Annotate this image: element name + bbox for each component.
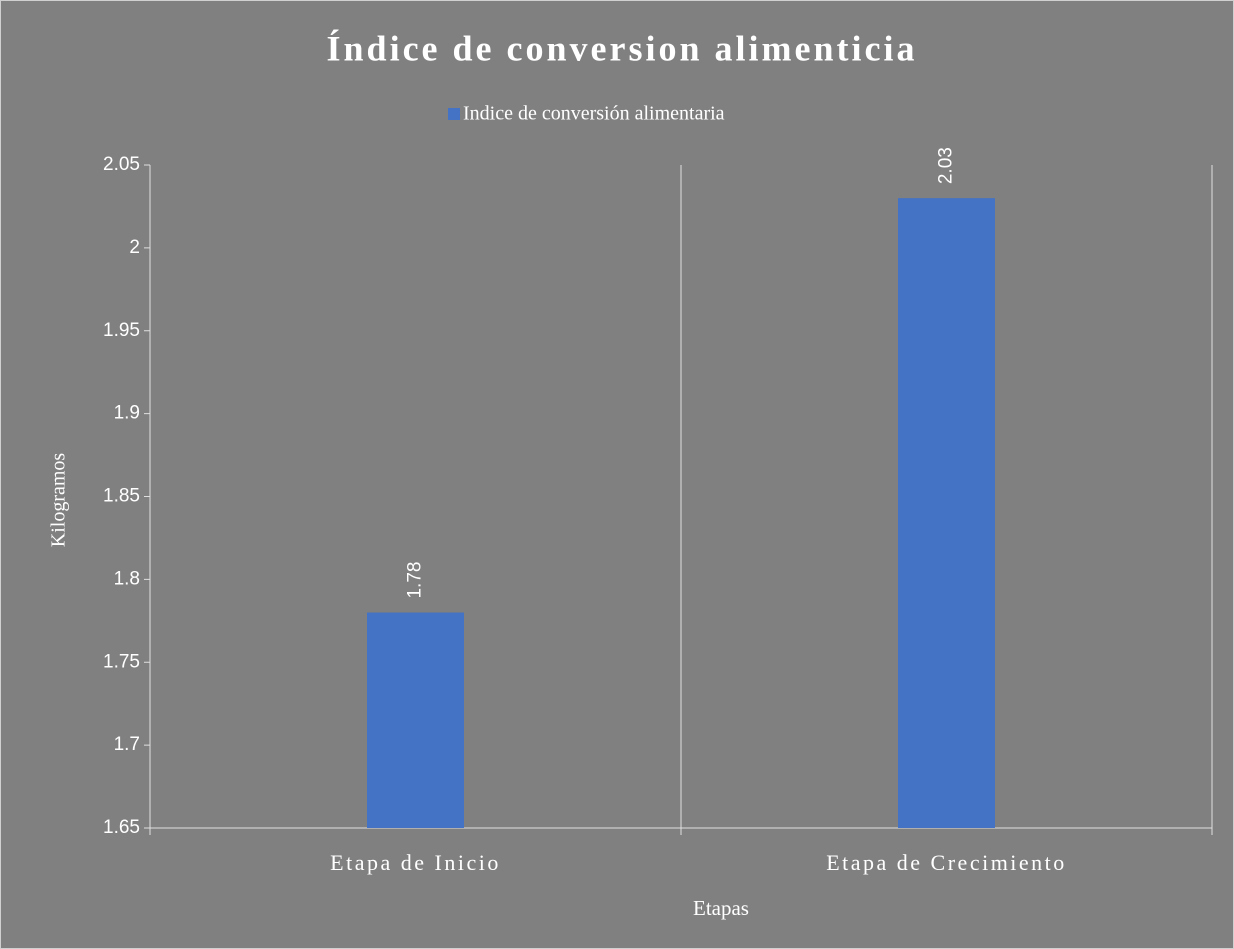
x-axis-title: Etapas xyxy=(693,896,749,920)
bar xyxy=(898,198,995,828)
y-tick-label: 1.95 xyxy=(103,320,140,341)
bar xyxy=(367,612,464,828)
y-tick-label: 1.65 xyxy=(103,817,140,838)
data-label: 2.03 xyxy=(936,147,957,184)
legend-label: Indice de conversión alimentaria xyxy=(463,103,725,125)
y-tick-label: 2.05 xyxy=(103,154,140,175)
chart-title: Índice de conversion alimenticia xyxy=(327,28,918,68)
y-tick-label: 1.9 xyxy=(114,403,140,424)
data-label: 1.78 xyxy=(405,562,426,599)
y-tick-label: 1.8 xyxy=(114,568,140,589)
y-tick-label: 1.75 xyxy=(103,651,140,672)
y-axis-title: Kilogramos xyxy=(48,453,70,548)
x-tick-label: Etapa de Inicio xyxy=(330,850,501,875)
y-tick-label: 1.85 xyxy=(103,486,140,507)
y-tick-label: 1.7 xyxy=(114,734,140,755)
x-tick-label: Etapa de Crecimiento xyxy=(826,850,1067,875)
legend-swatch xyxy=(448,108,460,120)
y-tick-label: 2 xyxy=(129,237,140,258)
